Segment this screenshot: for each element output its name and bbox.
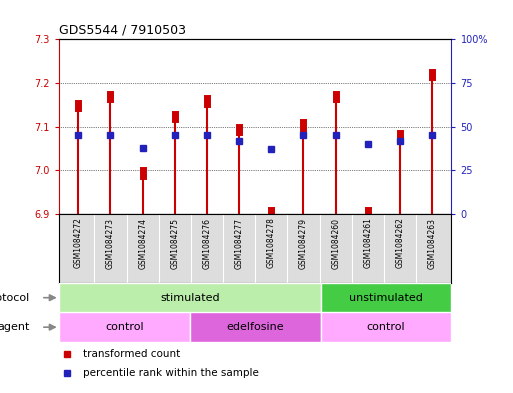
Text: GSM1084275: GSM1084275 [170, 218, 180, 269]
Text: edelfosine: edelfosine [226, 322, 284, 332]
Text: agent: agent [0, 322, 30, 332]
Text: GSM1084262: GSM1084262 [396, 218, 404, 268]
Text: GSM1084276: GSM1084276 [203, 218, 211, 269]
Text: GSM1084279: GSM1084279 [299, 218, 308, 269]
Text: protocol: protocol [0, 293, 30, 303]
FancyBboxPatch shape [59, 312, 190, 342]
Text: percentile rank within the sample: percentile rank within the sample [83, 368, 259, 378]
FancyBboxPatch shape [59, 283, 321, 312]
Text: transformed count: transformed count [83, 349, 180, 359]
Text: GSM1084273: GSM1084273 [106, 218, 115, 269]
FancyBboxPatch shape [321, 312, 451, 342]
Text: stimulated: stimulated [160, 293, 220, 303]
Text: GSM1084260: GSM1084260 [331, 218, 340, 269]
FancyBboxPatch shape [321, 283, 451, 312]
Text: GSM1084277: GSM1084277 [234, 218, 244, 269]
Text: GDS5544 / 7910503: GDS5544 / 7910503 [59, 24, 186, 37]
Text: GSM1084274: GSM1084274 [138, 218, 147, 269]
Text: GSM1084261: GSM1084261 [363, 218, 372, 268]
Text: unstimulated: unstimulated [349, 293, 423, 303]
Text: GSM1084263: GSM1084263 [428, 218, 437, 269]
Text: control: control [105, 322, 144, 332]
Text: control: control [367, 322, 405, 332]
FancyBboxPatch shape [190, 312, 321, 342]
Text: GSM1084278: GSM1084278 [267, 218, 276, 268]
Text: GSM1084272: GSM1084272 [74, 218, 83, 268]
